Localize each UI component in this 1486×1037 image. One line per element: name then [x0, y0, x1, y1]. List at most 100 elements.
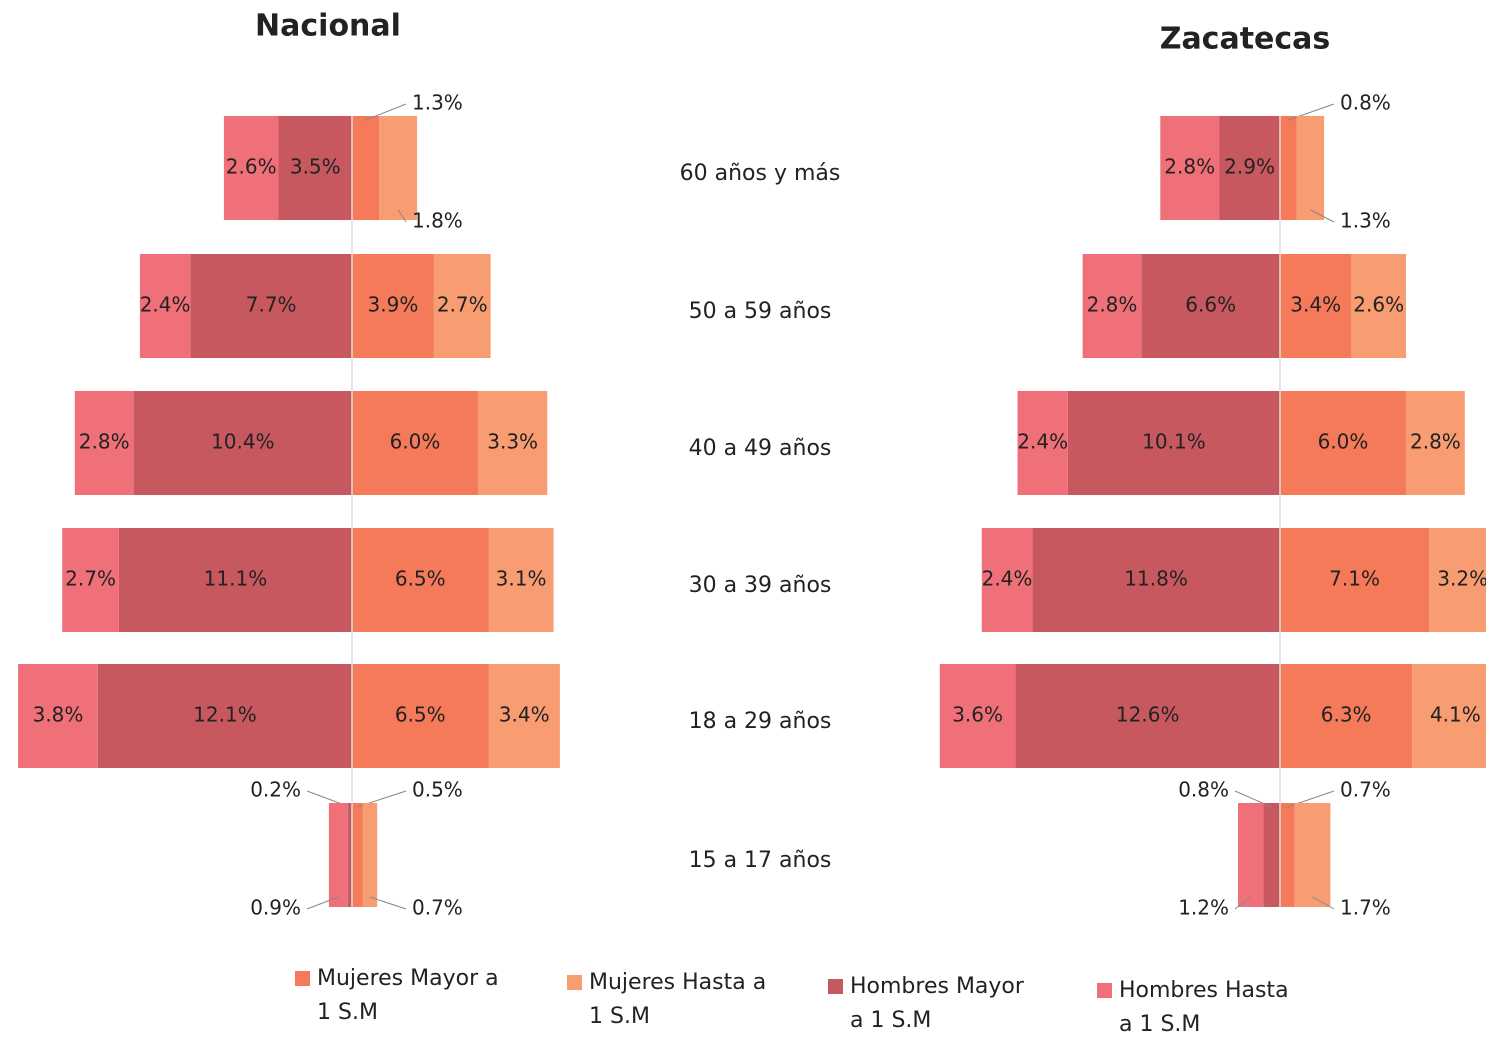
- data-label: 6.5%: [395, 703, 446, 727]
- leader-line: [365, 103, 407, 121]
- data-label: 3.9%: [368, 293, 419, 317]
- legend-label: Hombres Hasta a 1 S.M: [1119, 978, 1289, 1037]
- data-label: 10.1%: [1142, 430, 1206, 454]
- leader-line: [1312, 896, 1335, 910]
- bar-segment: [1067, 391, 1280, 495]
- bar-segment: [478, 391, 548, 495]
- category-label: 40 a 49 años: [689, 436, 832, 461]
- bar-segment: [1280, 664, 1413, 768]
- legend-swatch: [295, 971, 310, 986]
- data-label: 2.9%: [1224, 155, 1275, 179]
- data-label: 2.6%: [226, 155, 277, 179]
- data-label: 0.8%: [1178, 778, 1229, 802]
- bar-segment: [1280, 116, 1297, 220]
- leader-line: [1310, 209, 1335, 223]
- bar-segment: [347, 803, 352, 907]
- bar-segment: [352, 803, 363, 907]
- legend-item: Mujeres Mayor a 1 S.M: [295, 962, 507, 1030]
- data-label: 6.0%: [390, 430, 441, 454]
- leader-line: [397, 209, 407, 223]
- bar-segment: [1351, 254, 1406, 358]
- bar-segment: [1429, 528, 1486, 632]
- data-label: 3.8%: [33, 703, 84, 727]
- data-label: 2.4%: [982, 567, 1033, 591]
- data-label: 3.1%: [496, 567, 547, 591]
- bar-segment: [1032, 528, 1280, 632]
- bar-segment: [352, 116, 380, 220]
- legend-label: Hombres Mayor a 1 S.M: [850, 974, 1024, 1033]
- bar-segment: [1412, 664, 1486, 768]
- data-label: 2.7%: [65, 567, 116, 591]
- data-label: 2.8%: [1087, 293, 1138, 317]
- data-label: 1.2%: [1178, 896, 1229, 920]
- data-label: 6.0%: [1318, 430, 1369, 454]
- data-label: 7.7%: [246, 293, 297, 317]
- leader-line: [1234, 896, 1251, 910]
- bar-segment: [362, 803, 378, 907]
- bar-segment: [352, 664, 489, 768]
- data-label: 2.7%: [437, 293, 488, 317]
- legend-label: Mujeres Mayor a 1 S.M: [317, 966, 499, 1025]
- data-label: 1.8%: [412, 209, 463, 233]
- bar-segment: [1280, 254, 1352, 358]
- data-label: 2.8%: [1410, 430, 1461, 454]
- leader-line: [369, 896, 407, 910]
- leader-line: [1234, 790, 1272, 808]
- data-label: 0.2%: [250, 778, 301, 802]
- data-label: 6.6%: [1185, 293, 1236, 317]
- category-label: 18 a 29 años: [689, 709, 832, 734]
- bar-segment: [352, 254, 434, 358]
- bar-segment: [139, 254, 191, 358]
- data-label: 0.5%: [412, 778, 463, 802]
- bar-segment: [939, 664, 1016, 768]
- data-label: 2.8%: [1164, 155, 1215, 179]
- data-label: 6.5%: [395, 567, 446, 591]
- data-label: 3.5%: [290, 155, 341, 179]
- legend-swatch: [828, 979, 843, 994]
- data-label: 1.7%: [1340, 896, 1391, 920]
- bar-segment: [1082, 254, 1142, 358]
- data-label: 3.3%: [487, 430, 538, 454]
- bar-segment: [379, 116, 418, 220]
- legend-item: Hombres Mayor a 1 S.M: [828, 970, 1040, 1037]
- bar-segment: [352, 528, 489, 632]
- bar-segment: [488, 664, 560, 768]
- bar-segment: [1017, 391, 1068, 495]
- bar-segment: [1219, 116, 1280, 220]
- data-label: 0.7%: [412, 896, 463, 920]
- data-label: 12.1%: [193, 703, 257, 727]
- bar-segment: [18, 664, 98, 768]
- bar-segment: [1280, 528, 1430, 632]
- data-label: 3.6%: [952, 703, 1003, 727]
- data-label: 1.3%: [412, 91, 463, 115]
- bar-segment: [62, 528, 119, 632]
- data-label: 3.4%: [499, 703, 550, 727]
- legend-swatch: [567, 975, 582, 990]
- data-label: 7.1%: [1329, 567, 1380, 591]
- data-label: 3.2%: [1437, 567, 1486, 591]
- chart: 60 años y más 50 a 59 años 40 a 49 años 30 …: [18, 9, 1486, 920]
- bar-segment: [118, 528, 353, 632]
- data-label: 6.3%: [1321, 703, 1372, 727]
- bar-segment: [1141, 254, 1280, 358]
- bar-segment: [278, 116, 352, 220]
- data-label: 2.4%: [1017, 430, 1068, 454]
- bar-segment: [328, 803, 348, 907]
- bar-segment: [1280, 391, 1406, 495]
- data-label: 12.6%: [1116, 703, 1180, 727]
- category-label: 50 a 59 años: [689, 299, 832, 324]
- bar-segment: [74, 391, 134, 495]
- category-label: 60 años y más: [680, 161, 841, 186]
- data-label: 10.4%: [211, 430, 275, 454]
- data-label: 4.1%: [1430, 703, 1481, 727]
- bar-segment: [190, 254, 352, 358]
- data-label: 3.4%: [1290, 293, 1341, 317]
- data-label: 1.3%: [1340, 209, 1391, 233]
- leader-line: [306, 896, 339, 910]
- data-label: 2.8%: [79, 430, 130, 454]
- bar-segment: [1015, 664, 1280, 768]
- chart-title: Nacional: [255, 9, 401, 44]
- bar-segment: [97, 664, 353, 768]
- data-label: 2.4%: [140, 293, 191, 317]
- chart-title: Zacatecas: [1160, 22, 1331, 57]
